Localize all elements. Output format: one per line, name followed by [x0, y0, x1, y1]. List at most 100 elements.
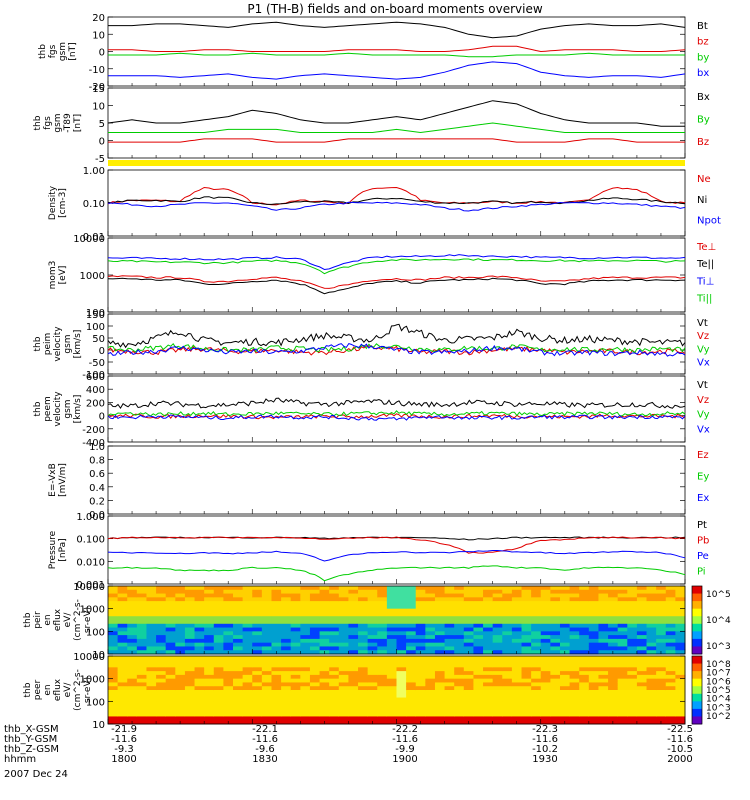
heatmap-cell: [338, 627, 349, 632]
heatmap-cell: [473, 690, 484, 695]
heatmap-cell: [348, 712, 359, 717]
heatmap-cell: [434, 686, 446, 691]
heatmap-cell: [194, 586, 205, 591]
heatmap-cell: [319, 656, 330, 661]
heatmap-cell: [184, 646, 196, 651]
heatmap-cell: [261, 593, 272, 598]
heatmap-cell: [367, 667, 378, 672]
heatmap-cell: [184, 638, 196, 644]
heatmap-cell: [127, 627, 138, 632]
heatmap-cell: [386, 659, 397, 665]
y-axis-label: (cm^2-s-: [73, 669, 83, 711]
heatmap-cell: [358, 623, 369, 629]
heatmap-cell: [665, 716, 676, 721]
heatmap-cell: [386, 589, 397, 595]
heatmap-cell: [156, 659, 167, 665]
heatmap-cell: [627, 650, 638, 655]
heatmap-cell: [608, 608, 619, 613]
heatmap-cell: [569, 671, 580, 676]
heatmap-cell: [617, 635, 628, 640]
heatmap-cell: [521, 642, 532, 647]
heatmap-cell: [473, 693, 484, 699]
colorbar-swatch: [692, 601, 702, 610]
heatmap-cell: [396, 586, 407, 591]
heatmap-cell: [146, 631, 157, 636]
series-line-blue: [107, 201, 686, 212]
heatmap-cell: [665, 701, 676, 706]
heatmap-cell: [608, 716, 619, 721]
heatmap-cell: [396, 638, 407, 644]
heatmap-cell: [627, 716, 638, 721]
time-axis-value: -11.6: [667, 734, 693, 745]
series-line-red: [108, 45, 686, 53]
heatmap-cell: [550, 705, 561, 710]
heatmap-cell: [656, 608, 667, 613]
heatmap-cell: [271, 682, 282, 687]
heatmap-cell: [550, 659, 561, 665]
heatmap-cell: [377, 597, 388, 602]
heatmap-cell: [511, 678, 523, 683]
heatmap-cell: [329, 674, 340, 680]
heatmap-cell: [194, 674, 205, 680]
series-line-black: [107, 277, 686, 295]
heatmap-cell: [569, 597, 580, 602]
heatmap-cell: [406, 608, 417, 613]
heatmap-cell: [165, 646, 176, 651]
heatmap-cell: [127, 705, 138, 710]
heatmap-cell: [348, 597, 359, 602]
heatmap-cell: [531, 642, 542, 647]
heatmap-cell: [358, 646, 369, 651]
heatmap-cell: [184, 659, 196, 665]
heatmap-cell: [136, 616, 147, 621]
heatmap-cell: [463, 620, 474, 625]
heatmap-cell: [406, 671, 417, 676]
heatmap-cell: [531, 650, 542, 655]
heatmap-cell: [204, 674, 215, 680]
heatmap-cell: [492, 642, 503, 647]
heatmap-cell: [492, 690, 503, 695]
heatmap-cell: [156, 620, 167, 625]
heatmap-cell: [377, 638, 388, 644]
heatmap-cell: [559, 597, 571, 602]
heatmap-cell: [261, 716, 272, 721]
heatmap-cell: [665, 589, 676, 595]
heatmap-cell: [338, 593, 349, 598]
heatmap-cell: [252, 671, 263, 676]
heatmap-cell: [473, 635, 484, 640]
heatmap-cell: [108, 656, 119, 661]
heatmap-cell: [309, 612, 321, 617]
heatmap-cell: [242, 638, 253, 644]
heatmap-cell: [136, 720, 147, 725]
series-line-red: [108, 138, 685, 143]
y-axis-label: velocity: [53, 326, 63, 362]
heatmap-cell: [348, 720, 359, 725]
heatmap-cell: [646, 663, 657, 668]
y-tick-label: 0.100: [76, 535, 105, 546]
heatmap-cell: [665, 671, 676, 676]
heatmap-cell: [540, 586, 551, 591]
heatmap-cell: [636, 686, 648, 691]
heatmap-cell: [386, 667, 397, 672]
heatmap-cell: [348, 623, 359, 629]
heatmap-cell: [175, 690, 186, 695]
heatmap-cell: [271, 620, 282, 625]
heatmap-cell: [165, 650, 176, 655]
heatmap-cell: [290, 620, 301, 625]
heatmap-cell: [165, 705, 176, 710]
heatmap-cell: [608, 671, 619, 676]
heatmap-cell: [252, 593, 263, 598]
heatmap-cell: [300, 635, 311, 640]
heatmap-cell: [665, 627, 676, 632]
heatmap-cell: [377, 716, 388, 721]
heatmap-cell: [184, 686, 196, 691]
heatmap-cell: [588, 616, 599, 621]
heatmap-cell: [492, 623, 503, 629]
heatmap-cell: [117, 720, 128, 725]
heatmap-cell: [108, 601, 119, 606]
series-line-green: [107, 410, 686, 417]
heatmap-cell: [492, 712, 503, 717]
heatmap-cell: [175, 612, 186, 617]
heatmap-cell: [646, 690, 657, 695]
